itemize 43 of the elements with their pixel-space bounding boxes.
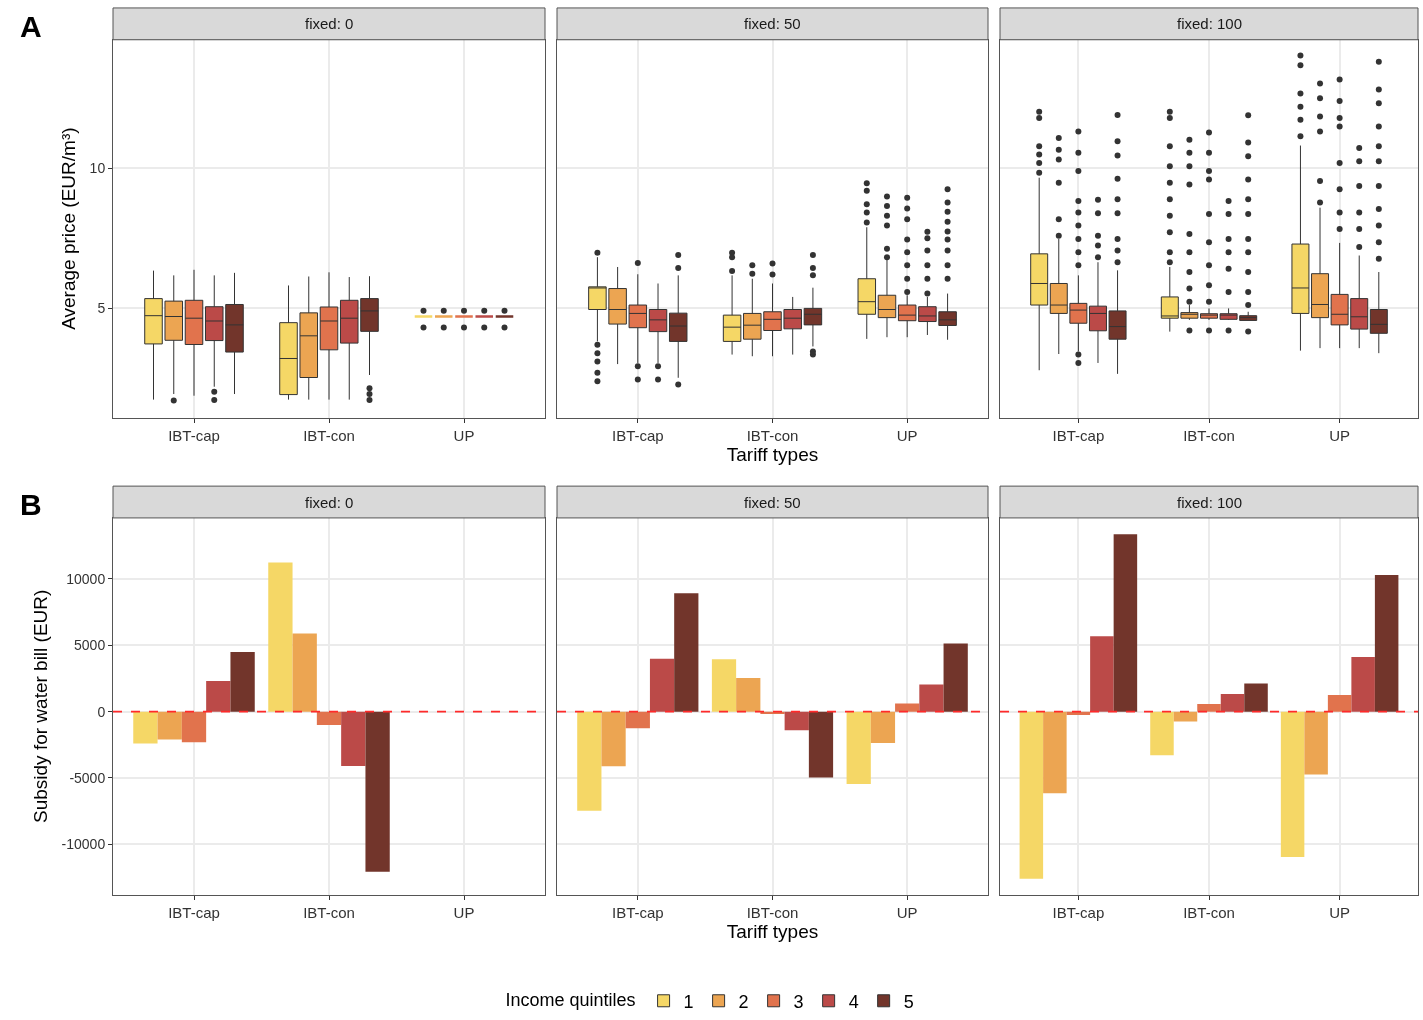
x-tick-label: IBT-con bbox=[746, 426, 799, 444]
x-tick-label: IBT-cap bbox=[611, 903, 664, 921]
y-axis-title: Average price (EUR/m³) bbox=[58, 127, 80, 330]
x-tick-label: UP bbox=[1329, 903, 1351, 921]
x-tick-label: UP bbox=[453, 903, 475, 921]
chart-title: fixed: 0 bbox=[305, 15, 354, 32]
x-tick-label: IBT-cap bbox=[1052, 426, 1105, 444]
x-tick-label: IBT-con bbox=[1183, 426, 1235, 444]
y-axis-title: Subsidy for water bill (EUR) bbox=[30, 589, 52, 823]
x-tick-label: UP bbox=[453, 426, 475, 444]
x-tick-label: IBT-con bbox=[1183, 903, 1235, 921]
legend-label: 4 bbox=[848, 991, 859, 1012]
chart-title: fixed: 100 bbox=[1177, 15, 1243, 32]
x-tick-label: UP bbox=[896, 426, 918, 444]
legend-label: 2 bbox=[738, 991, 749, 1012]
chart-title: fixed: 0 bbox=[305, 494, 354, 511]
x-tick-label: IBT-con bbox=[746, 903, 799, 921]
y-tick-label: 5000 bbox=[74, 637, 106, 654]
text: A bbox=[20, 10, 42, 43]
y-tick-label: 10 bbox=[89, 160, 106, 177]
x-tick-label: IBT-cap bbox=[611, 426, 664, 444]
x-tick-label: IBT-con bbox=[303, 903, 355, 921]
x-tick-label: IBT-cap bbox=[168, 903, 220, 921]
y-tick-label: -10000 bbox=[61, 836, 106, 853]
y-tick-label: 0 bbox=[97, 703, 106, 720]
x-tick-label: UP bbox=[896, 903, 918, 921]
x-tick-label: UP bbox=[1329, 426, 1351, 444]
x-axis-title: Tariff types bbox=[726, 443, 819, 465]
x-axis-title: Tariff types bbox=[726, 920, 819, 942]
text: B bbox=[20, 488, 42, 521]
legend-label: 5 bbox=[903, 991, 914, 1012]
chart-title: fixed: 100 bbox=[1177, 494, 1243, 511]
x-tick-label: IBT-cap bbox=[1052, 903, 1105, 921]
legend-label: 3 bbox=[793, 991, 804, 1012]
chart-title: fixed: 50 bbox=[744, 15, 801, 32]
y-tick-label: 5 bbox=[97, 300, 106, 317]
legend-title: Income quintiles bbox=[505, 989, 636, 1010]
x-tick-label: IBT-cap bbox=[168, 426, 220, 444]
y-tick-label: 10000 bbox=[66, 570, 106, 587]
chart-title: fixed: 50 bbox=[744, 494, 801, 511]
x-tick-label: IBT-con bbox=[303, 426, 355, 444]
y-tick-label: -5000 bbox=[69, 769, 106, 786]
legend-label: 1 bbox=[683, 991, 694, 1012]
